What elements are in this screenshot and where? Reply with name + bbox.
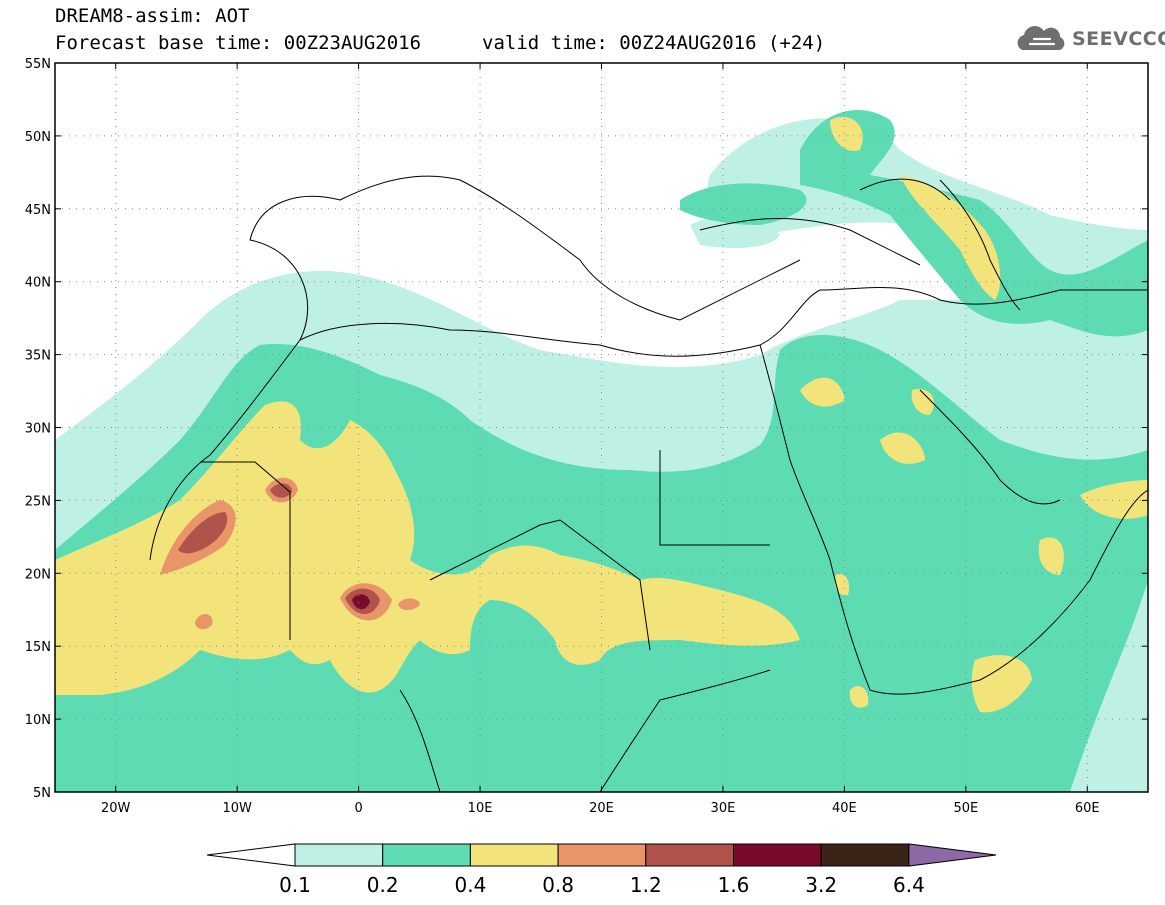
- lat-tick-label: 50N: [25, 130, 51, 145]
- lat-tick-label: 40N: [25, 276, 51, 291]
- coastlines: [149, 175, 1148, 792]
- cloud-icon: [1017, 26, 1065, 50]
- lat-tick-label: 30N: [25, 422, 51, 437]
- colorbar-under-arrow: [206, 843, 296, 867]
- colorbar-swatch: [820, 843, 910, 867]
- colorbar-swatch: [645, 843, 734, 867]
- lat-tick-label: 25N: [25, 494, 51, 509]
- lat-tick-label: 15N: [25, 640, 51, 655]
- colorbar-swatch: [294, 843, 384, 867]
- base-time: Forecast base time: 00Z23AUG2016: [55, 32, 422, 54]
- lon-tick-label: 40E: [832, 801, 857, 816]
- lat-tick-label: 35N: [25, 349, 51, 364]
- map-title: DREAM8-assim: AOT: [55, 5, 250, 27]
- lat-tick-label: 45N: [25, 203, 51, 218]
- lon-tick-label: 60E: [1075, 801, 1100, 816]
- colorbar-label: 0.2: [367, 873, 399, 897]
- colorbar-over-arrow: [908, 843, 997, 867]
- map-grid: [55, 63, 1148, 792]
- lon-tick-label: 0: [354, 801, 362, 816]
- forecast-times: Forecast base time: 00Z23AUG2016 valid ti…: [55, 32, 825, 54]
- colorbar-swatch: [382, 843, 471, 867]
- colorbar-swatch: [557, 843, 647, 867]
- aot-contour-0.4: [55, 116, 1148, 713]
- logo-text: SEEVCCC: [1072, 28, 1165, 50]
- lat-tick-label: 55N: [25, 57, 51, 72]
- lon-tick-label: 50E: [953, 801, 978, 816]
- aot-contour-1.6: [352, 594, 370, 610]
- lat-tick-label: 20N: [25, 567, 51, 582]
- valid-time: valid time: 00Z24AUG2016 (+24): [482, 32, 826, 54]
- colorbar-label: 1.2: [630, 873, 662, 897]
- colorbar-swatch: [733, 843, 822, 867]
- lon-tick-label: 20E: [589, 801, 614, 816]
- lat-tick-label: 10N: [25, 713, 51, 728]
- colorbar-label: 3.2: [805, 873, 837, 897]
- colorbar-swatch: [469, 843, 559, 867]
- axis-ticks: 5N 10N 15N 20N 25N 30N 35N 40N 45N 50N 55N 20W 10W 0 1…: [25, 57, 1148, 816]
- lon-tick-label: 30E: [711, 801, 736, 816]
- colorbar-label: 0.4: [454, 873, 486, 897]
- lon-tick-label: 10E: [468, 801, 493, 816]
- colorbar: 0.1 0.2 0.4 0.8 1.2 1.6 3.2 6.4: [206, 843, 997, 897]
- colorbar-label: 0.1: [279, 873, 311, 897]
- lon-tick-label: 10W: [222, 801, 252, 816]
- colorbar-label: 6.4: [893, 873, 925, 897]
- lon-tick-label: 20W: [101, 801, 131, 816]
- colorbar-label: 0.8: [542, 873, 574, 897]
- lat-tick-label: 5N: [33, 786, 51, 801]
- colorbar-label: 1.6: [718, 873, 750, 897]
- seevccc-logo: SEEVCCC: [1016, 24, 1165, 56]
